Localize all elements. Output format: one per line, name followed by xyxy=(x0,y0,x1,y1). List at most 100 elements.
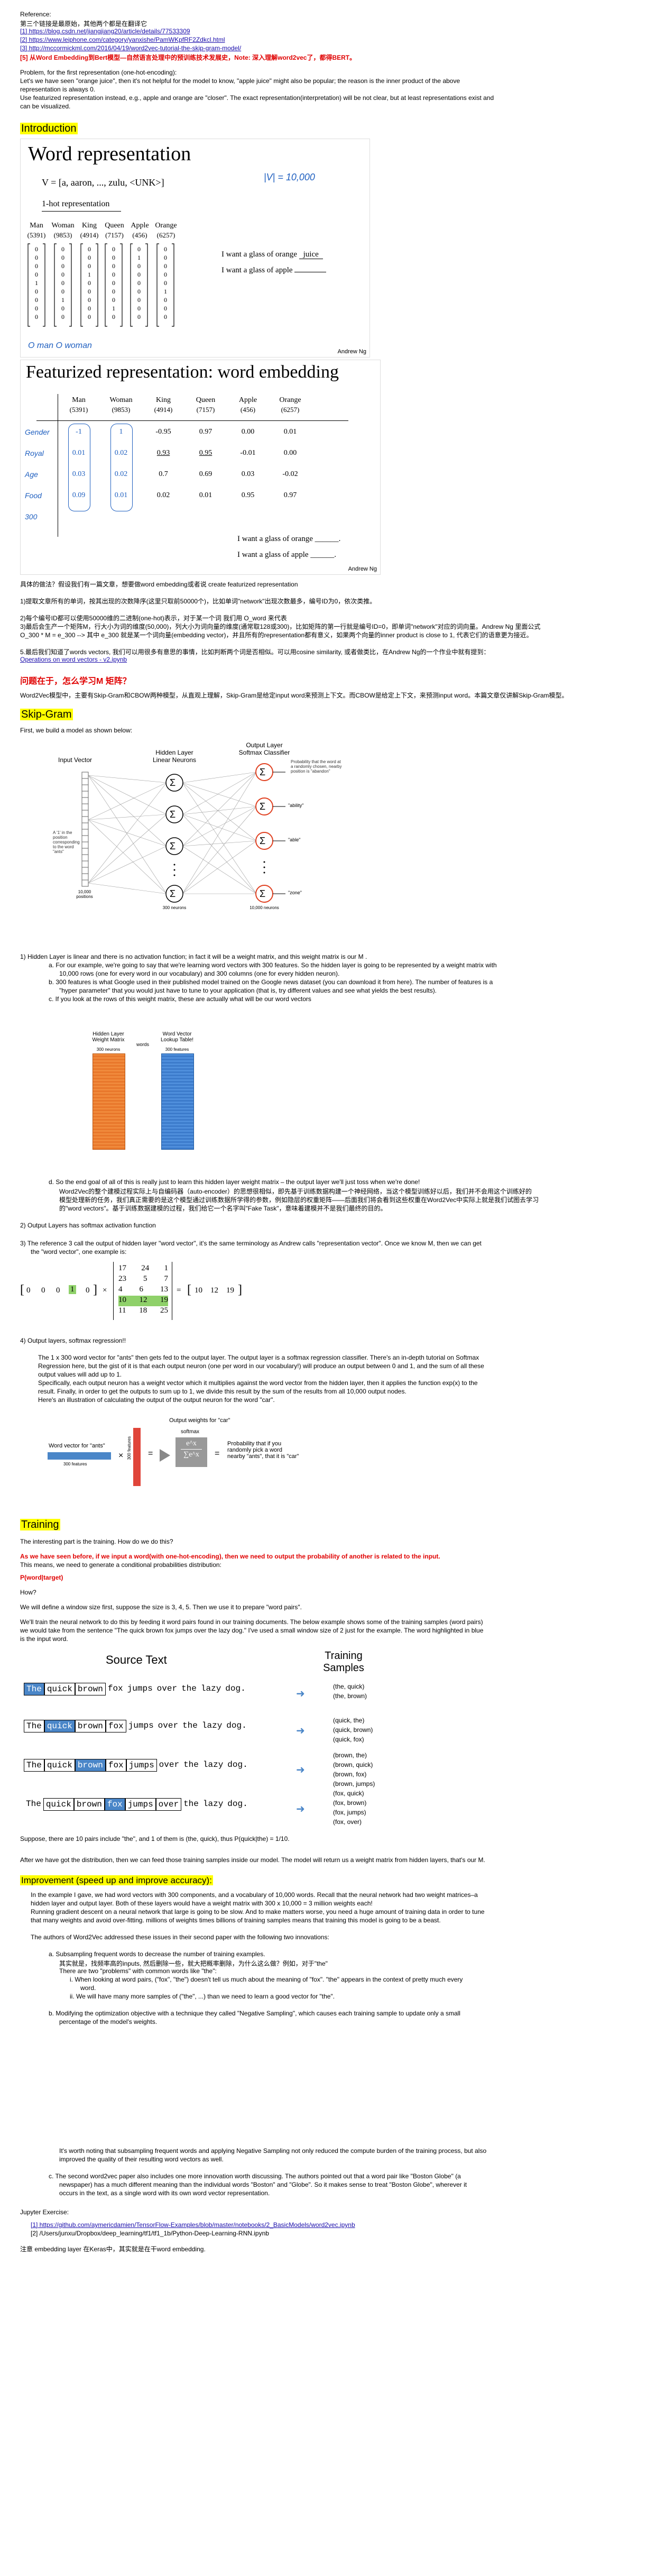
intro-note-1: 具体的做法？假设我们有一篇文章，想要做word embedding或者说 cre… xyxy=(20,581,298,588)
samples-row-3: (brown, the) (brown, quick) (brown, fox) (b… xyxy=(333,1752,375,1787)
ref-link-1[interactable]: [1] https://blog.csdn.net/jiangjiang20/a… xyxy=(20,27,190,35)
slide-word-representation: Word representation V = [a, aaron, ..., … xyxy=(20,139,370,357)
improve-item-b: b. Modifying the optimization objective … xyxy=(49,2010,460,2017)
svg-text:0: 0 xyxy=(137,279,141,287)
svg-text:0: 0 xyxy=(112,313,115,320)
svg-text:0: 0 xyxy=(88,254,91,261)
training-line-2: As we have seen before, if we input a wo… xyxy=(20,1553,440,1560)
softmax-text-1: The 1 x 300 word vector for "ants" then … xyxy=(38,1354,479,1361)
input-note: A '1' in the position corresponding to t… xyxy=(53,830,80,854)
sentence-row-1: The quick brown fox jumps over the lazy dog. xyxy=(24,1683,248,1695)
svg-text:1: 1 xyxy=(35,279,38,287)
lookup-table-blue xyxy=(161,1053,194,1150)
section-heading-training: Training xyxy=(20,1519,60,1530)
improve-item-a-ii: ii. We will have many more samples of ("… xyxy=(70,1993,335,2000)
skipgram-item-3-cont: the "word vector", one example is: xyxy=(31,1248,127,1255)
problem-line-1: Problem, for the first representation (o… xyxy=(20,69,177,76)
sentence-row-3: The quick brown fox jumps over the lazy dog. xyxy=(24,1759,250,1772)
svg-text:1: 1 xyxy=(164,288,167,295)
weight-matrix-orange xyxy=(93,1053,125,1150)
network-drawing xyxy=(81,763,285,903)
svg-text:0: 0 xyxy=(137,296,141,304)
svg-text:0: 0 xyxy=(88,288,91,295)
intro-note-3: 2)每个编号ID都可以使用50000维的二进制(one-hot)表示，对于某一个… xyxy=(20,615,287,622)
svg-text:1: 1 xyxy=(61,296,64,304)
svg-text:0: 0 xyxy=(88,313,91,320)
skipgram-item-1: 1) Hidden Layer is linear and there is n… xyxy=(20,953,367,960)
svg-text:0: 0 xyxy=(61,288,64,295)
svg-text:0: 0 xyxy=(112,279,115,287)
skipgram-network-diagram: Input Vector Hidden Layer Linear Neurons … xyxy=(53,740,349,947)
skipgram-item-1d-3: 模型处理新的任务，我们真正需要的是这个模型通过训练数据所学得的参数，例如隐层的权… xyxy=(59,1196,539,1204)
improve-item-b-cont: percentage of the model's weights. xyxy=(59,2018,158,2025)
svg-text:0: 0 xyxy=(61,271,64,278)
svg-text:0: 0 xyxy=(137,313,141,320)
svg-text:0: 0 xyxy=(35,245,38,253)
skipgram-item-4: 4) Output layers, softmax regression!! xyxy=(20,1337,126,1344)
sentence-row-4: The quick brown fox jumps over the lazy dog. xyxy=(24,1798,250,1811)
section-heading-introduction: Introduction xyxy=(20,123,78,134)
softmax-output-figure: Output weights for "car" Word vector for… xyxy=(42,1417,307,1497)
improve-item-a-3: There are two "problems" with common wor… xyxy=(59,1967,217,1975)
question-answer: Word2Vec模型中，主要有Skip-Gram和CBOW两种模型，从直观上理解… xyxy=(20,692,568,699)
operations-link[interactable]: Operations on word vectors - v2.ipynb xyxy=(20,656,127,663)
svg-text:0: 0 xyxy=(137,271,141,278)
svg-text:0: 0 xyxy=(137,245,141,253)
skipgram-item-1d-2: Word2Vec的整个建模过程实际上与自编码器（auto-encoder）的思想… xyxy=(59,1188,532,1195)
intro-note-2: 1)提取文章所有的单词，按其出现的次数降序(这里只取前50000个)，比如单词"… xyxy=(20,598,376,605)
svg-text:0: 0 xyxy=(35,305,38,312)
onehot-columns: Man Woman King Queen Apple Orange (5391)… xyxy=(21,222,179,343)
skipgram-item-1c: c. If you look at the rows of this weigh… xyxy=(49,995,311,1003)
training-line-7: We'll train the neural network to do thi… xyxy=(20,1618,483,1626)
skipgram-item-1b: b. 300 features is what Google used in t… xyxy=(49,978,493,986)
ref-link-2[interactable]: [2] https://www.leiphone.com/category/ya… xyxy=(20,36,225,43)
softmax-text-3: output values will add up to 1. xyxy=(38,1371,122,1378)
jupyter-footer: 注意 embedding layer 在Keras中，其实就是在干word em… xyxy=(20,2245,206,2253)
output-weights-bar xyxy=(133,1428,141,1486)
svg-text:0: 0 xyxy=(164,305,167,312)
section-heading-improvement: Improvement (speed up and improve accura… xyxy=(20,1875,213,1885)
skipgram-item-1a: a. For our example, we're going to say t… xyxy=(49,961,497,969)
svg-text:0: 0 xyxy=(88,279,91,287)
intro-note-6: 5.最后我们知道了words vectors, 我们可以用很多有意思的事情，比如… xyxy=(20,648,490,656)
intro-note-5: O_300 * M = e_300 --> 其中 e_300 就是某一个词向量(… xyxy=(20,631,533,639)
improve-line-1: In the example I gave, we had word vecto… xyxy=(31,1891,478,1899)
onehot-annotation: O man O woman xyxy=(28,341,92,350)
svg-text:0: 0 xyxy=(164,296,167,304)
softmax-text-6: Here's an illustration of calculating th… xyxy=(38,1396,275,1404)
matrix-multiplication-example: [ 0 0 0 1 0 ] × 17 24 1 23 5 7 4 6 13 10 12 19 1… xyxy=(20,1262,337,1320)
svg-text:0: 0 xyxy=(112,288,115,295)
svg-text:0: 0 xyxy=(112,245,115,253)
training-samples-figure: Source Text Training Samples The quick brow… xyxy=(0,1650,423,1826)
training-line-8: we would take from the sentence "The qui… xyxy=(20,1627,484,1634)
input-size: 10,000 positions xyxy=(76,890,93,899)
output-layer-title: Output Layer Softmax Classifier xyxy=(238,741,290,756)
vocab-line: V = [a, aaron, ..., zulu, <UNK>] xyxy=(42,177,164,188)
onehot-label: 1-hot representation xyxy=(42,199,110,208)
weight-matrix-figure: Hidden Layer Weight Matrix Word Vector Loo… xyxy=(85,1031,233,1158)
section-heading-skipgram: Skip-Gram xyxy=(20,709,73,720)
hidden-size: 300 neurons xyxy=(162,905,187,910)
problem-line-5: can be visualized. xyxy=(20,103,71,110)
svg-text:0: 0 xyxy=(88,245,91,253)
word-vector-bar xyxy=(48,1452,111,1460)
slide-title: Featurized representation: word embeddin… xyxy=(26,362,339,382)
sentence-apple: I want a glass of apple xyxy=(221,266,327,275)
slide-author: Andrew Ng xyxy=(348,566,377,572)
improve-line-5: The authors of Word2Vec addressed these … xyxy=(31,1933,329,1941)
svg-text:0: 0 xyxy=(137,305,141,312)
improve-item-c-3: occurs in the text, as a single word wit… xyxy=(59,2189,270,2197)
jupyter-link-1[interactable]: [1] https://github.com/aymericdamien/Ten… xyxy=(31,2221,355,2229)
ref-intro: 第三个链接是最原始，其他两个都是在翻译它 xyxy=(20,20,147,27)
svg-text:0: 0 xyxy=(61,279,64,287)
ref-link-3[interactable]: [3] http://mccormickml.com/2016/04/19/wo… xyxy=(20,44,242,52)
jupyter-link-2[interactable]: [2] /Users/junxu/Dropbox/deep_learning/t… xyxy=(31,2230,269,2237)
svg-text:0: 0 xyxy=(112,271,115,278)
softmax-text-2: Regression here, but the gist of it is t… xyxy=(38,1362,484,1370)
svg-text:0: 0 xyxy=(164,279,167,287)
svg-text:0: 0 xyxy=(35,288,38,295)
svg-text:0: 0 xyxy=(35,313,38,320)
svg-text:0: 0 xyxy=(164,254,167,261)
svg-text:0: 0 xyxy=(61,305,64,312)
